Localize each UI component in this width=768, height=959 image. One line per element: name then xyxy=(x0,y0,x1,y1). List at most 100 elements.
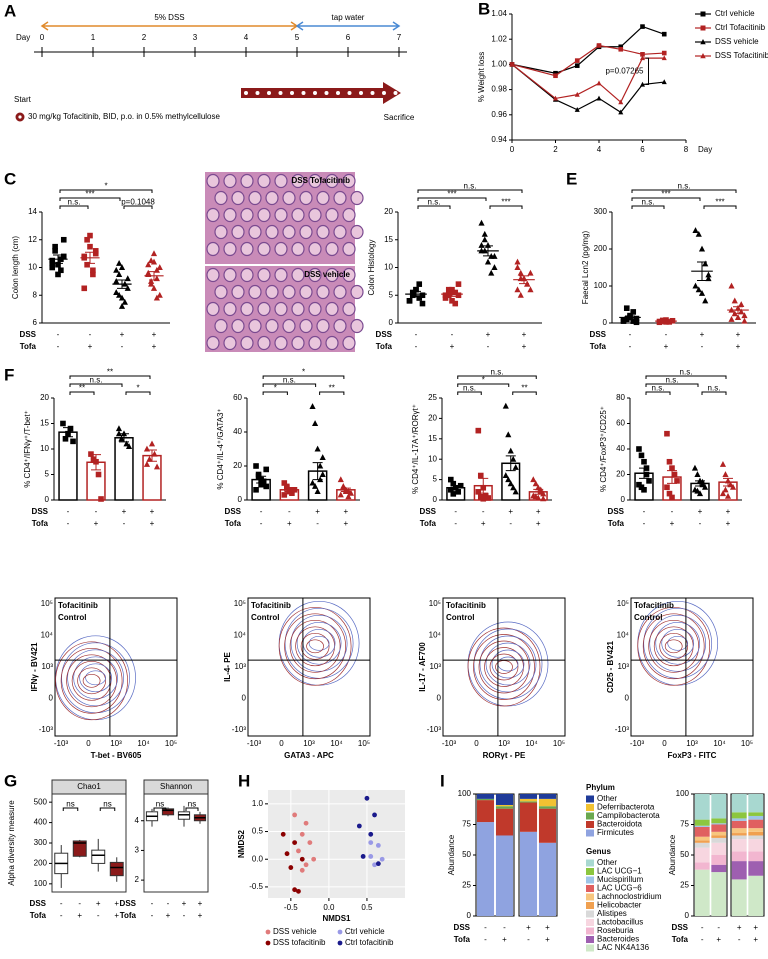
data-point xyxy=(368,831,374,837)
legend-label: Ctrl vehicle xyxy=(715,9,755,18)
data-point xyxy=(728,315,735,322)
significance-bracket xyxy=(489,205,523,209)
y-tick-label: 8 xyxy=(33,290,38,299)
significance-bracket xyxy=(457,375,537,379)
data-point xyxy=(419,292,426,299)
data-point xyxy=(698,245,706,252)
flow-y-tick: -10³ xyxy=(232,725,247,734)
error-bar xyxy=(639,467,649,479)
significance-label: ns xyxy=(188,800,196,809)
image-label: DSS vehicle xyxy=(304,270,350,279)
data-point xyxy=(90,271,96,278)
legend-swatch xyxy=(586,812,594,820)
bar-segment xyxy=(476,822,495,916)
error-bar xyxy=(450,485,461,491)
data-point xyxy=(691,464,699,471)
legend-swatch xyxy=(586,927,594,935)
flow-y-tick: 10³ xyxy=(41,662,53,671)
significance-bracket xyxy=(512,391,537,395)
row-label: Tofa xyxy=(454,935,471,944)
row-value: - xyxy=(701,923,704,932)
data-point xyxy=(312,483,319,489)
data-point xyxy=(314,445,321,452)
significance-label: * xyxy=(274,384,277,393)
crypt xyxy=(240,301,254,317)
data-point xyxy=(507,447,514,454)
crypt xyxy=(223,241,237,257)
significance-label: n.s. xyxy=(652,384,665,393)
crypt xyxy=(316,284,330,300)
row-value: + xyxy=(522,330,527,339)
row-value: + xyxy=(150,519,155,528)
significance-bracket xyxy=(262,391,288,395)
row-value: - xyxy=(484,923,487,932)
y-tick-label: 5 xyxy=(45,470,50,479)
bar-segment xyxy=(694,840,710,843)
row-label: DSS xyxy=(376,330,393,339)
data-point xyxy=(260,478,267,485)
bar-segment xyxy=(495,806,514,809)
crypt xyxy=(206,301,220,317)
data-point xyxy=(636,446,642,452)
row-value: - xyxy=(60,911,63,920)
bar-segment xyxy=(476,794,495,799)
legend-label: LAC NK4A136 xyxy=(597,943,650,952)
data-point xyxy=(630,309,637,315)
data-point xyxy=(92,248,99,254)
data-point xyxy=(84,236,90,243)
crypt xyxy=(223,207,237,223)
data-point xyxy=(618,46,624,52)
y-tick-label: 75 xyxy=(462,820,471,829)
error-bar xyxy=(519,275,529,285)
data-point xyxy=(143,445,151,452)
row-value: + xyxy=(88,342,93,351)
row-value: + xyxy=(96,899,101,908)
flow-y-tick: 10⁵ xyxy=(429,599,441,608)
data-point xyxy=(284,851,290,857)
bar-segment xyxy=(731,833,747,836)
crypt xyxy=(325,241,339,257)
y-tick-label: 50 xyxy=(680,850,689,859)
plot-background xyxy=(268,790,405,898)
y-tick-label: 0 xyxy=(389,318,394,327)
data-point xyxy=(527,286,534,293)
y-tick-label: 0.0 xyxy=(252,854,264,863)
crypt xyxy=(299,224,313,240)
data-point xyxy=(540,490,547,497)
data-point xyxy=(121,298,128,305)
row-value: + xyxy=(736,330,741,339)
legend-swatch xyxy=(586,868,594,875)
data-point xyxy=(299,867,305,873)
bar-segment xyxy=(711,818,727,824)
crypt xyxy=(240,335,254,351)
crypt xyxy=(299,284,313,300)
data-point xyxy=(314,488,321,495)
row-label: DSS xyxy=(454,923,471,932)
data-point xyxy=(674,478,680,484)
data-point xyxy=(646,478,652,484)
y-tick-label: 40 xyxy=(616,444,625,453)
bar-segment xyxy=(748,812,764,816)
contour-control xyxy=(73,656,118,700)
y-tick-label: 20 xyxy=(233,461,242,470)
row-value: + xyxy=(726,519,731,528)
data-point xyxy=(296,888,301,894)
bar-segment xyxy=(694,819,710,826)
significance-bracket xyxy=(99,807,116,811)
data-point xyxy=(514,286,521,293)
error-bar xyxy=(119,433,129,443)
crypt xyxy=(308,241,322,257)
panel-letter: F xyxy=(4,365,14,384)
row-value: - xyxy=(260,519,263,528)
row-label: Tofa xyxy=(30,911,47,920)
data-point xyxy=(491,253,498,259)
y-tick-label: 15 xyxy=(428,434,437,443)
data-point xyxy=(514,258,521,265)
legend-label: Other xyxy=(597,794,617,803)
significance-label: * xyxy=(482,376,485,385)
row-value: + xyxy=(152,330,157,339)
bar-segment xyxy=(748,819,764,829)
row-value: - xyxy=(123,519,126,528)
y-tick-label: 0.96 xyxy=(491,110,507,119)
data-point xyxy=(729,483,737,490)
